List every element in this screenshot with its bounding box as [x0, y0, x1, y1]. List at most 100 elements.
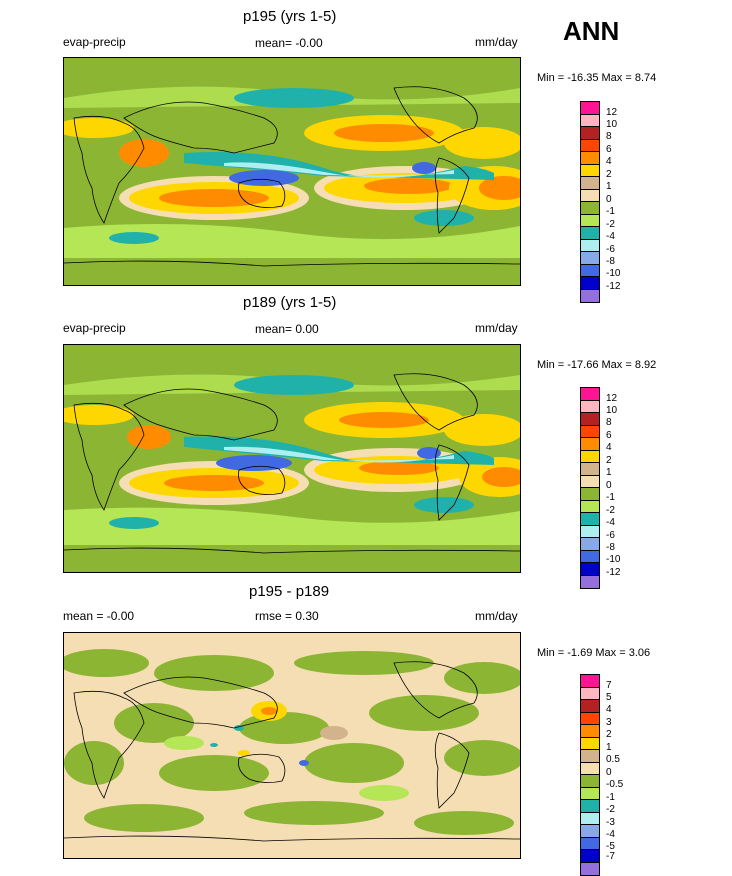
panel3-cbar-label: 0.5	[606, 754, 620, 765]
panel1-colorbar-swatch	[581, 164, 599, 177]
panel1-cbar-label: -2	[606, 219, 615, 230]
panel2-cbar-label: 6	[606, 430, 612, 441]
panel3-colorbar-swatch	[581, 862, 599, 875]
panel2-title: p189 (yrs 1-5)	[243, 294, 337, 311]
panel2-colorbar-swatch	[581, 475, 599, 488]
panel1-cbar-label: -6	[606, 244, 615, 255]
panel3-units: mm/day	[475, 609, 518, 623]
panel1-units: mm/day	[475, 35, 518, 49]
panel2-colorbar-swatch	[581, 488, 599, 501]
panel1-cbar-label: -1	[606, 206, 615, 217]
panel2-colorbar-swatch	[581, 463, 599, 476]
panel3-colorbar-swatch	[581, 850, 599, 863]
panel1-cbar-label: -4	[606, 231, 615, 242]
panel2-colorbar-swatch	[581, 575, 599, 588]
panel1-colorbar	[580, 101, 600, 303]
panel1-colorbar-swatch	[581, 214, 599, 227]
panel3-cbar-label: -7	[606, 851, 615, 862]
panel2-colorbar-swatch	[581, 400, 599, 413]
panel2-colorbar	[580, 387, 600, 589]
panel1-colorbar-swatch	[581, 189, 599, 202]
panel2-cbar-label: -12	[606, 567, 621, 578]
panel2-cbar-label: -4	[606, 517, 615, 528]
panel3-colorbar-swatch	[581, 762, 599, 775]
panel1-colorbar-swatch	[581, 277, 599, 290]
panel3-colorbar-swatch	[581, 712, 599, 725]
panel2-colorbar-swatch	[581, 513, 599, 526]
panel3-map-svg	[64, 633, 520, 858]
panel2-colorbar-swatch	[581, 425, 599, 438]
panel3-cbar-label: 3	[606, 717, 612, 728]
panel2-cbar-label: -1	[606, 492, 615, 503]
panel1-minmax: Min = -16.35 Max = 8.74	[537, 72, 657, 84]
panel3-colorbar-swatch	[581, 812, 599, 825]
panel2-colorbar-swatch	[581, 525, 599, 538]
panel1-cbar-label: 12	[606, 107, 618, 118]
panel1-colorbar-swatch	[581, 202, 599, 215]
panel2-cbar-label: 8	[606, 417, 612, 428]
panel3-cbar-label: -2	[606, 804, 615, 815]
panel3-minmax: Min = -1.69 Max = 3.06	[537, 647, 651, 659]
panel2-cbar-label: -10	[606, 554, 621, 565]
panel2-cbar-label: 1	[606, 467, 612, 478]
panel3-colorbar-swatch	[581, 775, 599, 788]
panel1-colorbar-swatch	[581, 227, 599, 240]
panel1-cbar-label: -8	[606, 256, 615, 267]
panel2-colorbar-swatch	[581, 538, 599, 551]
panel3-map	[63, 632, 521, 859]
panel1-cbar-label: -10	[606, 268, 621, 279]
panel1-colorbar-swatch	[581, 177, 599, 190]
panel1-colorbar-swatch	[581, 102, 599, 115]
panel3-cbar-label: -4	[606, 829, 615, 840]
panel3-cbar-label: 1	[606, 742, 612, 753]
season-label: ANN	[563, 16, 620, 46]
panel1-cbar-label: -12	[606, 281, 621, 292]
panel2-cbar-label: 0	[606, 480, 612, 491]
panel1-map	[63, 57, 521, 286]
panel1-colorbar-swatch	[581, 127, 599, 140]
panel2-cbar-label: 2	[606, 455, 612, 466]
panel1-title: p195 (yrs 1-5)	[243, 8, 337, 25]
panel2-colorbar-swatch	[581, 450, 599, 463]
panel1-cbar-label: 1	[606, 181, 612, 192]
panel3-cbar-label: -3	[606, 817, 615, 828]
panel1-colorbar-swatch	[581, 289, 599, 302]
panel3-colorbar-swatch	[581, 687, 599, 700]
panel2-variable: evap-precip	[63, 321, 126, 335]
panel3-cbar-label: 0	[606, 767, 612, 778]
panel3-cbar-label: 2	[606, 729, 612, 740]
panel2-cbar-label: -2	[606, 505, 615, 516]
panel3-colorbar-swatch	[581, 800, 599, 813]
panel3-cbar-label: 7	[606, 680, 612, 691]
panel3-title: p195 - p189	[249, 583, 330, 600]
panel1-cbar-label: 2	[606, 169, 612, 180]
panel2-colorbar-swatch	[581, 500, 599, 513]
panel2-map	[63, 344, 521, 573]
panel1-cbar-label: 10	[606, 119, 618, 130]
panel2-minmax: Min = -17.66 Max = 8.92	[537, 359, 657, 371]
panel1-colorbar-swatch	[581, 152, 599, 165]
panel3-colorbar-swatch	[581, 675, 599, 688]
panel3-mean: mean = -0.00	[63, 609, 135, 623]
panel3-rmse: rmse = 0.30	[255, 609, 319, 623]
panel2-cbar-label: 10	[606, 405, 618, 416]
panel3-colorbar-swatch	[581, 837, 599, 850]
panel3-cbar-label: -0.5	[606, 779, 624, 790]
panel1-mean: mean= -0.00	[255, 36, 323, 50]
panel3-cbar-label: 5	[606, 692, 612, 703]
panel2-colorbar-swatch	[581, 438, 599, 451]
panel2-colorbar-swatch	[581, 563, 599, 576]
panel2-units: mm/day	[475, 321, 518, 335]
panel1-cbar-label: 4	[606, 156, 612, 167]
panel3-colorbar-swatch	[581, 725, 599, 738]
panel2-colorbar-swatch	[581, 388, 599, 401]
panel2-cbar-label: -6	[606, 530, 615, 541]
panel3-cbar-label: -5	[606, 841, 615, 852]
panel1-map-svg	[64, 58, 520, 285]
panel2-cbar-label: -8	[606, 542, 615, 553]
panel3-colorbar-swatch	[581, 787, 599, 800]
panel3-colorbar-swatch	[581, 825, 599, 838]
panel1-colorbar-swatch	[581, 239, 599, 252]
panel1-cbar-label: 8	[606, 131, 612, 142]
panel3-colorbar	[580, 674, 600, 876]
